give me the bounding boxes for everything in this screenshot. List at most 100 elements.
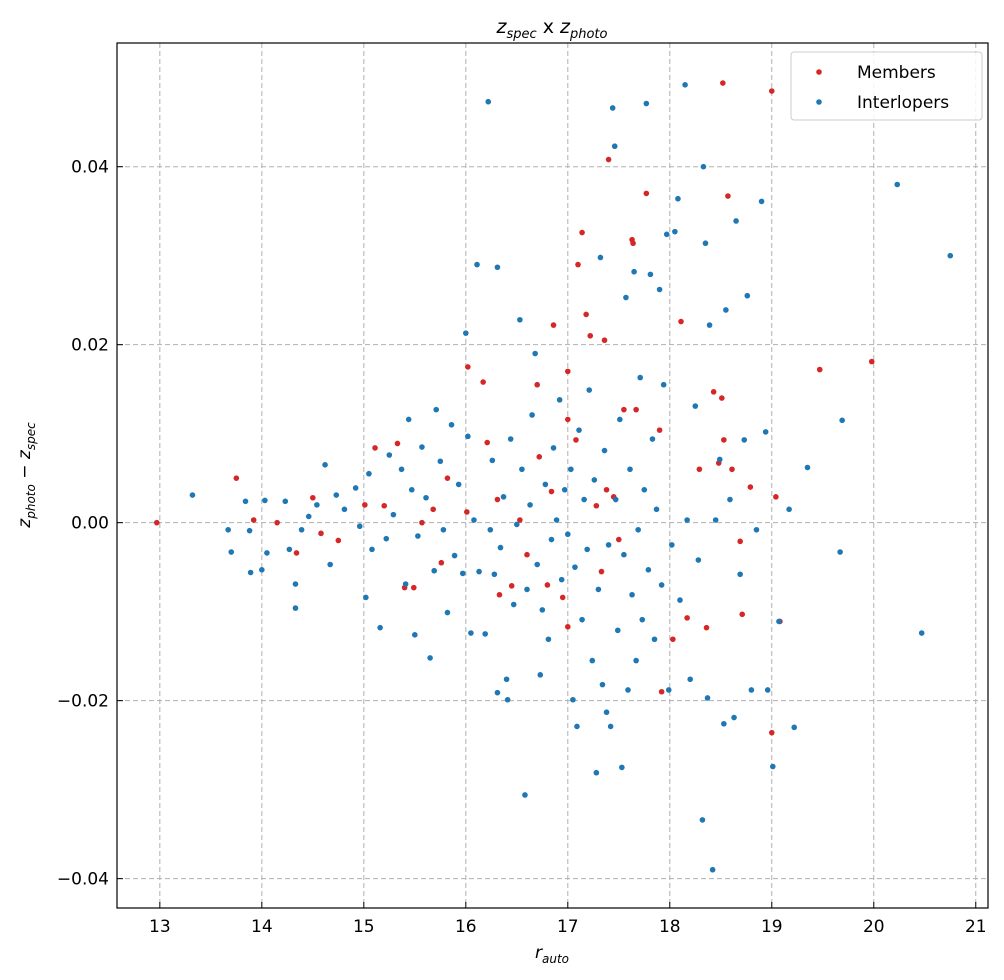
point-interlopers [386, 452, 393, 458]
ylabel-z1: z [15, 518, 35, 529]
point-members [729, 466, 735, 473]
point-interlopers [651, 636, 658, 643]
point-interlopers [643, 100, 650, 107]
point-interlopers [459, 570, 466, 577]
point-interlopers [298, 526, 305, 533]
point-interlopers [485, 98, 492, 105]
point-interlopers [264, 550, 270, 556]
point-members [419, 519, 425, 526]
ylabel-mid: − [15, 459, 35, 484]
point-interlopers [363, 594, 369, 601]
point-members [496, 591, 503, 598]
point-interlopers [762, 429, 769, 435]
point-members [868, 358, 875, 365]
point-interlopers [723, 307, 729, 313]
y-tick-label: 0.00 [71, 514, 109, 534]
point-interlopers [692, 403, 699, 409]
point-interlopers [553, 517, 560, 523]
point-interlopers [894, 181, 901, 188]
point-interlopers [504, 696, 511, 703]
point-members [575, 261, 581, 268]
point-interlopers [637, 374, 644, 381]
point-interlopers [682, 82, 688, 88]
xlabel-sub: auto [542, 952, 569, 966]
point-interlopers [514, 521, 520, 528]
point-interlopers [228, 549, 235, 555]
point-interlopers [633, 657, 639, 664]
point-members [737, 538, 743, 545]
point-interlopers [510, 601, 517, 608]
point-interlopers [764, 687, 771, 693]
point-interlopers [463, 330, 469, 336]
x-tick-label: 14 [251, 917, 273, 937]
point-members [658, 688, 665, 695]
point-interlopers [476, 568, 482, 575]
point-members [739, 611, 746, 618]
point-interlopers [918, 630, 925, 636]
point-interlopers [660, 381, 667, 388]
point-members [250, 517, 257, 523]
point-interlopers [744, 292, 751, 299]
point-interlopers [517, 316, 523, 323]
point-members [768, 729, 775, 736]
y-tick-label: −0.04 [57, 870, 109, 890]
point-interlopers [522, 792, 528, 798]
ylabel-sub1: photo [24, 484, 38, 520]
x-tick-label: 18 [659, 917, 681, 937]
point-members [621, 406, 627, 413]
point-interlopers [576, 427, 582, 433]
point-interlopers [465, 433, 471, 440]
point-interlopers [568, 466, 574, 473]
point-interlopers [561, 486, 568, 493]
data-points [153, 80, 954, 873]
point-interlopers [677, 597, 683, 603]
point-interlopers [641, 486, 648, 493]
point-interlopers [645, 567, 652, 573]
legend-box [790, 51, 983, 121]
point-interlopers [786, 506, 792, 513]
point-interlopers [529, 412, 535, 418]
legend-marker-interlopers [816, 99, 822, 105]
point-interlopers [519, 466, 525, 473]
point-interlopers [262, 497, 268, 504]
point-members [768, 88, 775, 94]
point-interlopers [623, 294, 629, 301]
point-interlopers [649, 436, 656, 442]
point-members [508, 583, 515, 589]
legend: Members Interlopers [790, 51, 983, 121]
point-interlopers [699, 817, 706, 823]
point-members [593, 502, 600, 509]
point-members [544, 582, 551, 588]
point-interlopers [595, 586, 602, 593]
point-interlopers [491, 571, 498, 578]
point-members [564, 368, 571, 375]
point-interlopers [631, 268, 637, 275]
point-interlopers [706, 322, 713, 328]
point-interlopers [545, 636, 552, 643]
point-interlopers [402, 581, 409, 587]
point-interlopers [383, 535, 390, 542]
point-members [335, 537, 342, 544]
point-interlopers [716, 456, 723, 463]
title-mid: x [537, 16, 560, 38]
point-interlopers [489, 457, 496, 464]
x-tick-label: 20 [863, 917, 885, 937]
point-interlopers [591, 477, 598, 483]
point-interlopers [669, 542, 675, 548]
point-interlopers [440, 526, 447, 533]
point-members [310, 494, 316, 501]
point-interlopers [242, 498, 249, 505]
point-interlopers [333, 492, 340, 498]
x-tick-label: 17 [557, 917, 579, 937]
x-tick-label: 19 [761, 917, 783, 937]
point-interlopers [656, 286, 663, 293]
point-members [564, 416, 571, 423]
point-interlopers [542, 481, 549, 488]
point-interlopers [675, 195, 681, 202]
point-members [559, 594, 566, 601]
point-members [598, 568, 605, 575]
point-members [524, 551, 530, 558]
point-interlopers [405, 416, 412, 423]
point-interlopers [712, 517, 719, 523]
point-interlopers [419, 444, 425, 450]
